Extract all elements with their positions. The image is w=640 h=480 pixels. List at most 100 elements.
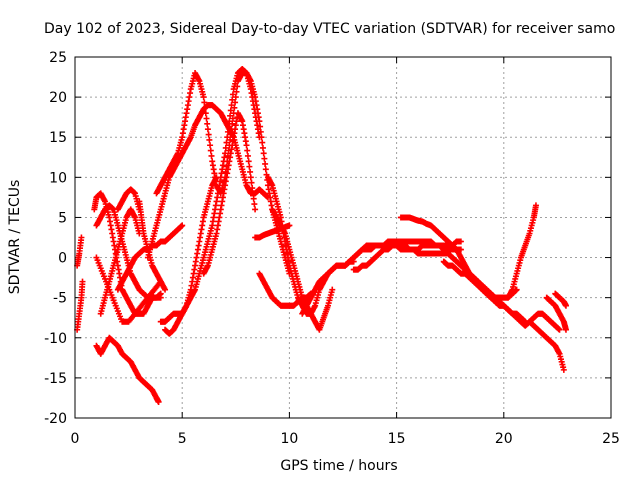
data-point	[457, 238, 464, 245]
data-point	[208, 152, 215, 159]
data-point	[232, 99, 239, 106]
data-point	[78, 234, 85, 241]
data-point	[258, 134, 265, 141]
data-point	[247, 174, 254, 181]
series-arc-4	[136, 374, 162, 405]
plot-frame	[74, 56, 612, 419]
series-arc-1	[74, 278, 86, 333]
data-point	[286, 222, 293, 229]
data-point	[250, 195, 257, 202]
series-arc-29	[526, 318, 567, 373]
data-point	[206, 136, 213, 143]
data-point	[257, 123, 264, 130]
data-point	[243, 142, 250, 149]
x-tick-label: 15	[388, 431, 406, 447]
data-point	[207, 147, 214, 154]
y-tick-label: -10	[44, 331, 67, 347]
series-arc-7	[93, 202, 164, 301]
data-point	[249, 185, 256, 192]
chart-title: Day 102 of 2023, Sidereal Day-to-day VTE…	[44, 21, 615, 37]
data-point	[252, 206, 259, 213]
data-point	[245, 158, 252, 165]
data-point	[556, 326, 563, 333]
y-tick-label: -15	[44, 371, 67, 387]
series-arc-20	[252, 222, 293, 241]
y-tick-label: 10	[49, 170, 67, 186]
data-point	[257, 128, 264, 135]
series-arc-2	[74, 234, 85, 269]
data-point	[231, 104, 238, 111]
series-arc-9	[93, 254, 164, 325]
data-point	[233, 88, 240, 95]
data-point	[162, 286, 169, 293]
data-point	[532, 202, 539, 209]
x-tick-label: 20	[495, 431, 513, 447]
series-arc-13	[144, 102, 271, 261]
x-axis-label: GPS time / hours	[280, 458, 397, 474]
data-point	[244, 147, 251, 154]
data-point	[229, 120, 236, 127]
data-point	[261, 155, 268, 162]
data-point	[203, 115, 210, 122]
data-point	[204, 120, 211, 127]
x-tick-label: 10	[280, 431, 298, 447]
y-tick-label: -20	[44, 411, 67, 427]
data-point	[136, 206, 143, 213]
series-arc-31	[552, 290, 569, 309]
data-point	[247, 168, 254, 175]
data-point	[562, 302, 569, 309]
data-point	[205, 131, 212, 138]
y-tick-label: 0	[58, 251, 67, 267]
series-arc-12	[114, 186, 143, 213]
data-point	[157, 294, 164, 301]
y-tick-label: 5	[58, 210, 67, 226]
data-point	[155, 398, 162, 405]
data-point	[201, 99, 208, 106]
data-point	[259, 139, 266, 146]
data-point	[200, 94, 207, 101]
data-point	[232, 94, 239, 101]
data-point	[260, 150, 267, 157]
data-point	[256, 118, 263, 125]
data-point	[202, 110, 209, 117]
data-point	[248, 179, 255, 186]
data-point	[246, 163, 253, 170]
data-point	[207, 142, 214, 149]
series-arc-8	[97, 206, 143, 317]
series-arc-28	[505, 202, 539, 301]
series-arc-16	[153, 70, 293, 277]
data-point	[234, 83, 241, 90]
data-point	[244, 152, 251, 159]
series-arc-27	[440, 258, 520, 301]
data-point	[329, 286, 336, 293]
y-tick-label: 15	[49, 130, 67, 146]
data-point	[560, 366, 567, 373]
data-point	[179, 222, 186, 229]
data-point	[262, 160, 269, 167]
series-arc-21	[256, 270, 314, 309]
data-point	[79, 278, 86, 285]
series-arc-10	[114, 222, 186, 293]
series-arc-30	[543, 294, 569, 333]
data-point	[204, 126, 211, 133]
data-point	[249, 190, 256, 197]
series-arc-17	[200, 110, 259, 277]
data-point	[202, 104, 209, 111]
data-points	[74, 66, 569, 405]
data-point	[251, 201, 258, 208]
x-tick-label: 5	[178, 431, 187, 447]
axis-ticks: 0 5 10 15 20 25 -20 -15 -10 -5 0 5 10 15 20 25	[44, 50, 620, 447]
data-point	[229, 115, 236, 122]
data-point	[259, 144, 266, 151]
data-point	[562, 326, 569, 333]
x-tick-label: 25	[602, 431, 620, 447]
data-point	[262, 166, 269, 173]
y-axis-label: SDTVAR / TECUs	[7, 180, 23, 295]
x-tick-label: 0	[71, 431, 80, 447]
y-tick-label: -5	[53, 291, 67, 307]
y-tick-label: 20	[49, 90, 67, 106]
series-arc-3	[93, 334, 143, 381]
series-arc-15	[157, 174, 220, 325]
y-tick-label: 25	[49, 50, 67, 66]
